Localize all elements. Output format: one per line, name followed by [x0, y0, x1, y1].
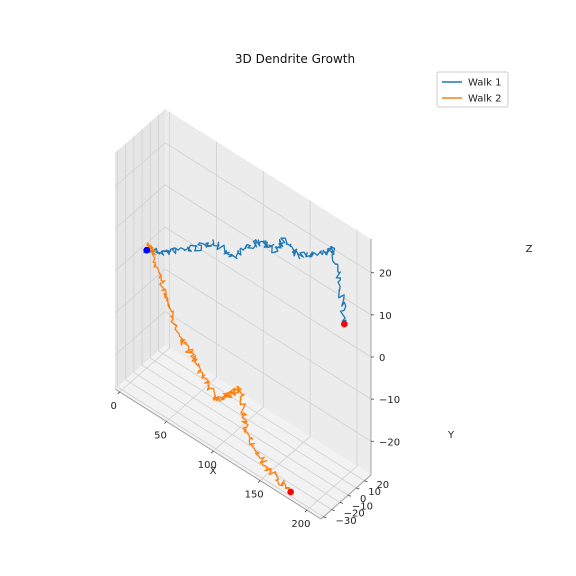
grid-z-back [164, 310, 372, 442]
grid-z-back [164, 226, 372, 358]
y-tick-label: −30 [335, 516, 356, 527]
series-line-2 [144, 242, 292, 493]
z-tick-label: −20 [379, 437, 400, 448]
y-tick-mark [347, 494, 352, 497]
grid-z-left [114, 226, 166, 272]
grid-y-floor [150, 357, 357, 489]
z-tick-label: 10 [379, 311, 392, 322]
series-2-end-point [287, 488, 294, 496]
x-tick-mark [257, 480, 261, 483]
z-tick-label: −10 [379, 395, 400, 406]
grid-x-floor [306, 465, 358, 511]
series-line-1 [143, 237, 347, 325]
x-axis-label: X [210, 466, 217, 477]
legend: Walk 1 Walk 2 [436, 71, 509, 108]
chart-title: 3D Dendrite Growth [235, 52, 355, 66]
z-tick-label: 20 [379, 269, 392, 280]
y-tick-label: 20 [376, 480, 389, 491]
y-tick-mark [356, 487, 360, 490]
z-axis-label: Z [526, 244, 533, 255]
axes-grid [114, 111, 372, 518]
y-tick-label: 10 [368, 487, 381, 498]
grid-z-left [114, 268, 166, 314]
y-tick-label: 0 [360, 494, 366, 505]
axes-panes [115, 109, 371, 519]
x-tick-mark [117, 391, 120, 395]
y-tick-mark [364, 480, 368, 483]
grid-y-floor [125, 379, 332, 510]
legend-label-2: Walk 2 [468, 94, 502, 105]
y-tick-label: −20 [344, 509, 365, 520]
grid-z-left [114, 142, 166, 188]
grid-z-left [114, 184, 166, 230]
y-tick-mark [339, 502, 343, 504]
grid-z-back [164, 184, 372, 316]
x-axis-line [114, 388, 322, 520]
y-axis-line [320, 474, 372, 520]
legend-label-1: Walk 1 [468, 78, 502, 89]
grid-x-floor [213, 406, 264, 452]
x-tick-mark [164, 421, 167, 424]
series-layer [143, 237, 348, 496]
grid-y-floor [158, 350, 365, 482]
x-tick-label: 100 [198, 460, 217, 471]
grid-z-back [164, 268, 372, 400]
y-axis-label: Y [447, 430, 455, 441]
grid-x-floor [259, 436, 311, 481]
y-tick-label: −10 [352, 501, 373, 512]
grid-y-floor [133, 372, 341, 503]
x-tick-label: 150 [245, 490, 264, 501]
grid-z-back [164, 142, 372, 274]
x-tick-label: 200 [291, 519, 310, 530]
x-tick-mark [304, 509, 308, 513]
grid-z-left [114, 310, 166, 356]
grid-x-floor [119, 347, 170, 393]
series-1-end-point [341, 320, 348, 328]
y-tick-mark [331, 509, 335, 512]
x-tick-label: 0 [110, 401, 116, 412]
x-tick-label: 50 [154, 431, 167, 442]
grid-y-floor [117, 386, 324, 518]
series-2-start-point [143, 246, 151, 254]
x-tick-mark [211, 450, 214, 454]
z-tick-label: 0 [379, 353, 385, 364]
y-tick-mark [323, 516, 327, 519]
